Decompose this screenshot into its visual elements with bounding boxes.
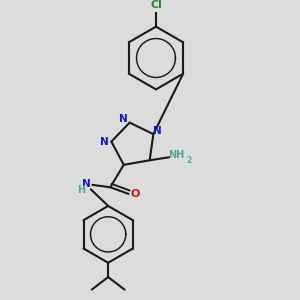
Text: NH: NH [169, 150, 185, 160]
Text: H: H [77, 184, 85, 195]
Text: O: O [130, 189, 140, 199]
Text: 2: 2 [187, 156, 192, 165]
Text: Cl: Cl [150, 0, 162, 10]
Text: N: N [154, 126, 162, 136]
Text: N: N [119, 114, 128, 124]
Text: N: N [82, 179, 91, 189]
Text: N: N [100, 136, 108, 147]
